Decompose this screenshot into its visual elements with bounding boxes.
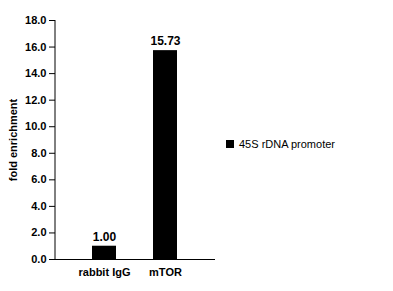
svg-text:6.0: 6.0 (31, 173, 46, 185)
html-text:45S rDNA promoter: 45S rDNA promoter (239, 138, 335, 150)
svg-text:8.0: 8.0 (31, 147, 46, 159)
svg-text:18.0: 18.0 (25, 14, 46, 26)
svg-text:0.0: 0.0 (31, 253, 46, 265)
svg-text:mTOR: mTOR (149, 266, 182, 278)
svg-text:4.0: 4.0 (31, 200, 46, 212)
svg-text:fold enrichment: fold enrichment (7, 98, 19, 181)
svg-text:rabbit IgG: rabbit IgG (79, 266, 131, 278)
svg-text:10.0: 10.0 (25, 120, 46, 132)
svg-text:14.0: 14.0 (25, 67, 46, 79)
svg-text:1.00: 1.00 (93, 230, 117, 244)
svg-text:16.0: 16.0 (25, 41, 46, 53)
svg-text:15.73: 15.73 (150, 34, 180, 48)
svg-text:2.0: 2.0 (31, 226, 46, 238)
svg-text:12.0: 12.0 (25, 94, 46, 106)
